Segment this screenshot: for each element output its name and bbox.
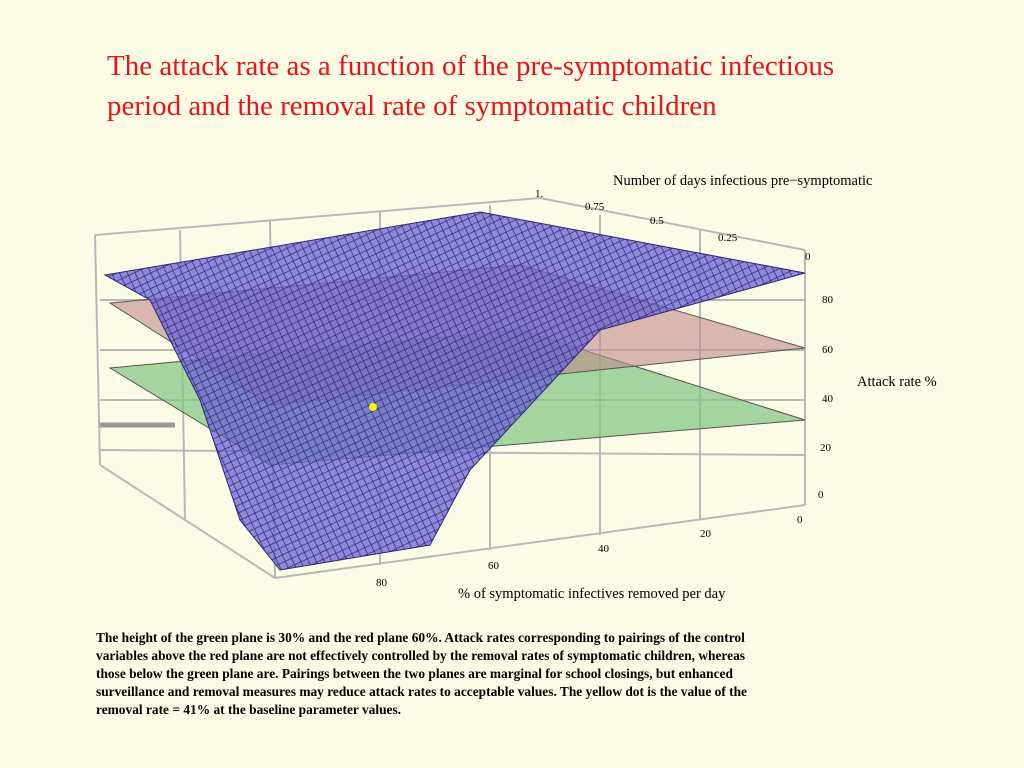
tick-label: 20 [700,528,712,540]
caption-line: surveillance and removal measures may re… [96,684,747,699]
title-line: period and the removal rate of symptomat… [107,90,717,122]
axis-label: % of symptomatic infectives removed per … [458,586,726,602]
caption-line: those below the green plane are. Pairing… [96,666,733,681]
tick-label: 0 [805,251,811,263]
tick-label: 40 [598,543,610,555]
tick-label: 0 [797,514,803,526]
tick-label: 40 [822,393,834,405]
caption-line: variables above the red plane are not ef… [96,648,745,663]
baseline-dot [369,403,377,411]
tick-label: 0.75 [585,201,605,213]
caption-line: The height of the green plane is 30% and… [96,630,745,645]
front-axis: % of symptomatic infectives removed per … [376,514,803,602]
depth-axis: Number of days infectious pre−symptomati… [535,173,872,263]
caption-line: removal rate = 41% at the baseline param… [96,702,402,717]
tick-label: 80 [376,577,388,589]
vertical-axis: Attack rate % 80 60 40 20 0 [818,294,937,501]
title-line: The attack rate as a function of the pre… [107,50,835,82]
tick-label: 80 [822,294,834,306]
attack-surface [103,211,806,571]
tick-label: 20 [820,442,832,454]
axis-label: Number of days infectious pre−symptomati… [613,173,872,189]
tick-label: 1. [535,188,544,200]
tick-label: 0.25 [718,232,738,244]
tick-label: 60 [822,344,834,356]
axis-label: Attack rate % [857,374,937,390]
tick-label: 60 [488,560,500,572]
tick-label: 0 [818,489,824,501]
tick-label: 0.5 [650,215,664,227]
